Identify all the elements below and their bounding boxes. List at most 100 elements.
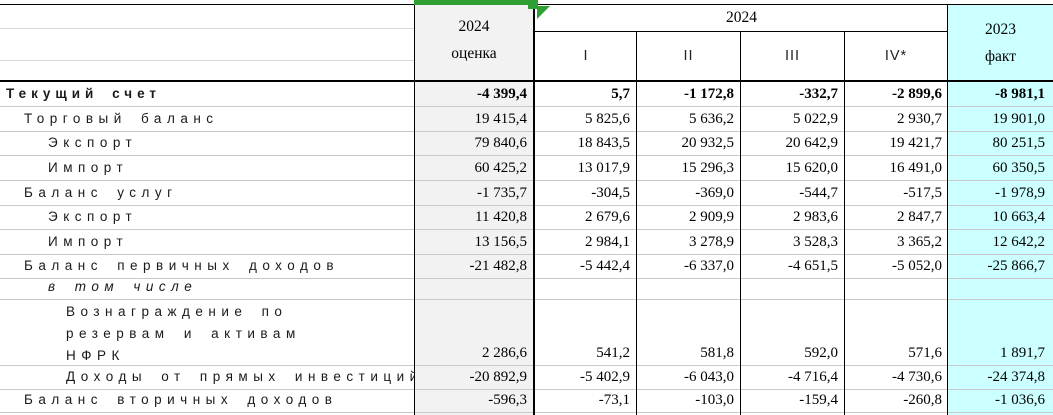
value-cell[interactable]: 13 017,9 <box>577 160 631 176</box>
value-cell[interactable] <box>742 278 844 299</box>
value-cell[interactable]: 2 984,1 <box>585 234 630 250</box>
value-cell[interactable]: -159,4 <box>799 392 838 408</box>
value-cell[interactable]: 5 825,6 <box>585 111 630 127</box>
row-label[interactable]: в том числе <box>48 279 198 294</box>
selection-border-green[interactable] <box>414 0 535 5</box>
value-cell[interactable]: -6 043,0 <box>684 369 734 385</box>
value-cell[interactable]: 571,6 <box>908 345 942 361</box>
value-cell[interactable]: 2 983,6 <box>793 209 838 225</box>
value-cell[interactable]: -25 866,7 <box>987 258 1046 274</box>
value-cell[interactable]: -1 735,7 <box>477 185 527 201</box>
value-cell[interactable]: 80 251,5 <box>992 135 1046 151</box>
table-row: Баланс услуг -1 735,7 -304,5 -369,0 -544,7 -5… <box>0 180 1053 205</box>
value-cell[interactable]: -4 399,4 <box>477 86 527 102</box>
value-cell[interactable]: -4 651,5 <box>788 258 838 274</box>
value-cell[interactable]: 20 642,9 <box>785 135 839 151</box>
value-cell[interactable]: -369,0 <box>695 185 734 201</box>
value-cell[interactable]: 1 891,7 <box>1000 345 1045 361</box>
value-cell[interactable]: 16 491,0 <box>889 160 943 176</box>
value-cell[interactable]: 581,8 <box>700 345 734 361</box>
value-cell[interactable]: 2 286,6 <box>482 345 527 361</box>
value-cell[interactable]: -24 374,8 <box>987 369 1046 385</box>
value-cell[interactable]: -4 716,4 <box>788 369 838 385</box>
value-cell[interactable]: 541,2 <box>596 345 630 361</box>
row-separator <box>0 229 1053 230</box>
value-cell[interactable]: -103,0 <box>695 392 734 408</box>
value-cell[interactable]: 60 350,5 <box>992 160 1046 176</box>
value-cell[interactable]: 79 840,6 <box>474 135 528 151</box>
quarter-border-3 <box>844 31 845 415</box>
table-row: Экспорт 11 420,8 2 679,6 2 909,9 2 983,6 2 84… <box>0 205 1053 229</box>
row-label[interactable]: Баланс вторичных доходов <box>24 392 338 407</box>
quarter-header-1[interactable]: I <box>583 47 589 64</box>
row-label[interactable]: Доходы от прямых инвестиций <box>66 369 414 384</box>
value-cell[interactable]: 2 847,7 <box>897 209 942 225</box>
quarter-header-2[interactable]: II <box>683 47 694 64</box>
value-cell[interactable]: 2 930,7 <box>897 111 942 127</box>
row-label[interactable]: Вознаграждение по резервам и активам НФР… <box>66 304 301 363</box>
value-cell[interactable]: 19 901,0 <box>992 111 1046 127</box>
value-cell[interactable]: -5 402,9 <box>580 369 630 385</box>
value-cell[interactable]: -517,5 <box>903 185 942 201</box>
estimate-column-header[interactable]: 2024 оценка <box>415 13 533 67</box>
value-cell[interactable]: 18 843,5 <box>577 135 631 151</box>
value-cell[interactable]: 10 663,4 <box>992 209 1046 225</box>
row-label[interactable]: Экспорт <box>48 209 138 224</box>
value-cell[interactable]: -5 052,0 <box>892 258 942 274</box>
row-separator <box>0 389 1053 390</box>
value-cell[interactable]: -332,7 <box>799 86 838 102</box>
row-separator <box>0 254 1053 255</box>
value-cell[interactable]: -2 899,6 <box>892 86 942 102</box>
row-label[interactable]: Импорт <box>48 234 129 249</box>
value-cell[interactable]: -1 036,6 <box>995 392 1045 408</box>
value-cell[interactable]: 2 679,6 <box>585 209 630 225</box>
value-cell[interactable]: -260,8 <box>903 392 942 408</box>
value-cell[interactable]: -20 892,9 <box>469 369 528 385</box>
value-cell[interactable] <box>949 278 1053 299</box>
value-cell[interactable]: -73,1 <box>598 392 630 408</box>
value-cell[interactable]: -304,5 <box>591 185 630 201</box>
quarter-header-4[interactable]: IV* <box>884 47 908 64</box>
value-cell[interactable]: -544,7 <box>799 185 838 201</box>
value-cell[interactable]: 11 420,8 <box>475 209 527 225</box>
value-cell[interactable]: 2 909,9 <box>689 209 734 225</box>
fact-column-header[interactable]: 2023 факт <box>948 16 1053 70</box>
value-cell[interactable] <box>846 278 947 299</box>
value-cell[interactable]: -1 978,9 <box>995 185 1045 201</box>
value-cell[interactable]: 3 278,9 <box>689 234 734 250</box>
value-cell[interactable] <box>638 278 740 299</box>
value-cell[interactable]: -5 442,4 <box>580 258 630 274</box>
row-label[interactable]: Импорт <box>48 160 129 175</box>
value-cell[interactable] <box>536 278 636 299</box>
value-cell[interactable]: 3 365,2 <box>897 234 942 250</box>
value-cell[interactable]: -596,3 <box>488 392 527 408</box>
year-group-header[interactable]: 2024 <box>726 9 757 26</box>
value-cell[interactable]: -21 482,8 <box>469 258 528 274</box>
value-cell[interactable]: -1 172,8 <box>684 86 734 102</box>
value-cell[interactable]: 15 296,3 <box>681 160 735 176</box>
value-cell[interactable]: -4 730,6 <box>892 369 942 385</box>
value-cell[interactable]: 5 636,2 <box>689 111 734 127</box>
value-cell[interactable] <box>416 278 531 299</box>
quarter-header-3[interactable]: III <box>784 47 801 64</box>
value-cell[interactable]: 15 620,0 <box>785 160 839 176</box>
row-label[interactable]: Торговый баланс <box>24 111 219 126</box>
row-label[interactable]: Баланс услуг <box>24 185 178 200</box>
value-cell[interactable]: 5 022,9 <box>793 111 838 127</box>
row-label[interactable]: Текущий счет <box>6 86 162 101</box>
value-cell[interactable]: 19 421,7 <box>889 135 943 151</box>
value-cell[interactable]: 13 156,5 <box>474 234 528 250</box>
table-row: Текущий счет -4 399,4 5,7 -1 172,8 -332,7 -2 … <box>0 81 1053 106</box>
value-cell[interactable]: 5,7 <box>611 86 630 102</box>
value-cell[interactable]: 20 932,5 <box>681 135 735 151</box>
value-cell[interactable]: 12 642,2 <box>992 234 1046 250</box>
value-cell[interactable]: 60 425,2 <box>474 160 528 176</box>
value-cell[interactable]: -6 337,0 <box>684 258 734 274</box>
value-cell[interactable]: 3 528,3 <box>793 234 838 250</box>
value-cell[interactable]: 19 415,4 <box>474 111 528 127</box>
value-cell[interactable]: -8 981,1 <box>995 86 1045 102</box>
row-label[interactable]: Баланс первичных доходов <box>24 258 340 273</box>
value-cell[interactable]: 592,0 <box>804 345 838 361</box>
selection-fill-handle[interactable] <box>528 0 538 9</box>
row-label[interactable]: Экспорт <box>48 135 138 150</box>
